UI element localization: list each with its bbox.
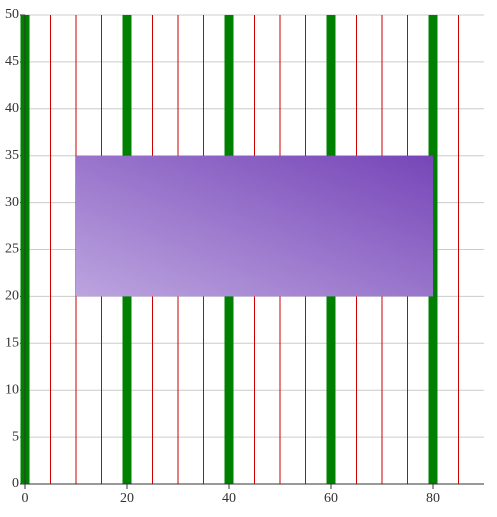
y-tick-label: 10 xyxy=(5,382,19,397)
y-tick-label: 40 xyxy=(5,101,19,116)
x-tick-label: 80 xyxy=(426,491,440,506)
y-tick-label: 15 xyxy=(5,336,19,351)
x-tick-label: 0 xyxy=(22,491,29,506)
x-tick-label: 60 xyxy=(324,491,338,506)
y-tick-label: 5 xyxy=(12,429,19,444)
x-tick-label: 40 xyxy=(222,491,236,506)
x-tick-label: 20 xyxy=(120,491,134,506)
y-tick-label: 30 xyxy=(5,195,19,210)
y-tick-label: 45 xyxy=(5,54,19,69)
y-tick-label: 25 xyxy=(5,242,19,257)
y-tick-label: 50 xyxy=(5,7,19,22)
y-tick-label: 20 xyxy=(5,289,19,304)
band-rect xyxy=(76,155,433,297)
y-tick-label: 0 xyxy=(12,476,19,491)
y-tick-label: 35 xyxy=(5,148,19,163)
